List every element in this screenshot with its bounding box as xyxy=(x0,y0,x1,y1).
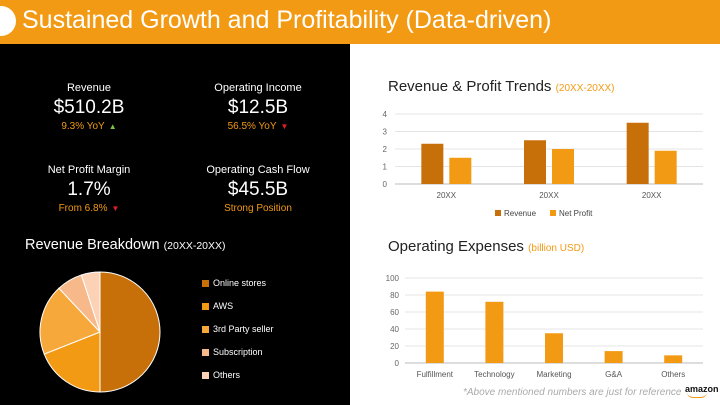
kpi-value: $510.2B xyxy=(53,97,125,118)
trends-title-text: Revenue & Profit Trends xyxy=(388,78,552,95)
y-tick-label: 100 xyxy=(386,274,400,283)
kpi-change: 9.3% YoY ▲ xyxy=(14,121,164,132)
kpi-change: Strong Position xyxy=(224,203,292,214)
operating-expenses-bar-chart: 0 20 40 60 80 100 Fulfillment Technology Marketi… xyxy=(386,274,703,379)
kpi-net-profit-margin: Net Profit Margin 1.7% From 6.8% ▼ xyxy=(14,164,164,214)
opex-subtitle: (billion USD) xyxy=(528,243,585,254)
kpi-label: Net Profit Margin xyxy=(47,164,131,176)
legend-label: AWS xyxy=(213,301,234,311)
kpi-operating-cash-flow: Operating Cash Flow $45.5B Strong Positi… xyxy=(183,164,333,214)
bar-expense xyxy=(545,333,563,363)
kpi-value: 1.7% xyxy=(67,179,111,200)
pie-slice xyxy=(80,271,101,333)
x-tick-label: 20XX xyxy=(642,191,662,200)
trend-down-icon: ▼ xyxy=(280,122,289,131)
y-tick-label: 0 xyxy=(383,180,388,189)
legend-label: Others xyxy=(213,370,241,380)
breakdown-subtitle: (20XX-20XX) xyxy=(163,240,226,252)
amazon-logo: amazon xyxy=(685,384,719,394)
y-tick-label: 20 xyxy=(390,342,399,351)
bar-expense xyxy=(425,291,444,363)
y-tick-label: 2 xyxy=(383,145,388,154)
legend-label: Subscription xyxy=(213,347,263,357)
kpi-label: Revenue xyxy=(66,82,112,94)
trends-subtitle: (20XX-20XX) xyxy=(555,83,615,94)
breakdown-title: Revenue Breakdown (20XX-20XX) xyxy=(25,237,226,253)
opex-title: Operating Expenses (billion USD) xyxy=(388,238,584,255)
kpi-change-text: 9.3% YoY xyxy=(61,121,105,132)
legend-swatch xyxy=(202,280,209,288)
legend-label: Revenue xyxy=(504,209,537,218)
kpi-label: Operating Income xyxy=(214,82,302,94)
opex-title-text: Operating Expenses xyxy=(388,238,524,255)
y-tick-label: 0 xyxy=(395,359,400,368)
page-title: Sustained Growth and Profitability (Data… xyxy=(22,6,552,34)
pie-legend-item: 3rd Party seller xyxy=(202,324,274,334)
x-tick-label: Others xyxy=(661,370,685,379)
left-panel: Revenue $510.2B 9.3% YoY ▲ Operating Inco… xyxy=(0,44,350,405)
y-tick-label: 80 xyxy=(390,291,399,300)
legend-label: Online stores xyxy=(213,278,267,288)
revenue-breakdown-pie-chart xyxy=(39,271,161,393)
breakdown-title-text: Revenue Breakdown xyxy=(25,237,160,253)
y-tick-label: 3 xyxy=(383,128,388,137)
kpi-revenue: Revenue $510.2B 9.3% YoY ▲ xyxy=(14,82,164,132)
legend-swatch xyxy=(202,326,209,334)
x-tick-label: Fulfillment xyxy=(417,370,454,379)
pie-slice xyxy=(43,331,101,393)
legend-swatch xyxy=(550,210,556,216)
bar-revenue xyxy=(626,122,649,184)
pie-legend-item: Others xyxy=(202,370,240,380)
y-tick-label: 4 xyxy=(383,110,388,119)
pie-legend-item: AWS xyxy=(202,301,233,311)
bar-revenue xyxy=(421,143,444,184)
footnote: *Above mentioned numbers are just for re… xyxy=(463,387,682,398)
legend-swatch xyxy=(202,372,209,380)
legend-label: 3rd Party seller xyxy=(213,324,274,334)
bar-revenue xyxy=(524,140,546,184)
x-tick-label: G&A xyxy=(605,370,623,379)
trend-down-icon: ▼ xyxy=(111,204,120,213)
right-panel: Revenue & Profit Trends (20XX-20XX) 0 1 2 3… xyxy=(350,44,720,405)
x-tick-label: Technology xyxy=(474,370,514,379)
kpi-change-text: From 6.8% xyxy=(58,203,108,214)
title-bar: Sustained Growth and Profitability (Data… xyxy=(0,0,720,44)
legend-swatch xyxy=(202,303,209,311)
amazon-smile-icon xyxy=(687,392,707,398)
bar-net-profit xyxy=(552,149,574,184)
y-tick-label: 40 xyxy=(390,325,399,334)
pie-legend-item: Subscription xyxy=(202,347,263,357)
y-tick-label: 60 xyxy=(390,308,399,317)
bar-net-profit xyxy=(449,157,472,184)
y-tick-label: 1 xyxy=(383,163,388,172)
pie-slice xyxy=(39,287,101,355)
kpi-change: From 6.8% ▼ xyxy=(14,203,164,214)
kpi-change-text: 56.5% YoY xyxy=(227,121,277,132)
legend-swatch xyxy=(202,349,209,357)
legend-label: Net Profit xyxy=(559,209,593,218)
trend-up-icon: ▲ xyxy=(108,122,117,131)
pie-legend-item: Online stores xyxy=(202,278,266,288)
bar-expense xyxy=(485,301,504,363)
bar-expense xyxy=(604,351,623,363)
x-tick-label: 20XX xyxy=(539,191,559,200)
x-tick-label: 20XX xyxy=(437,191,457,200)
bar-net-profit xyxy=(654,150,677,184)
kpi-change: 56.5% YoY ▼ xyxy=(183,121,333,132)
kpi-value: $45.5B xyxy=(227,179,289,200)
trends-title: Revenue & Profit Trends (20XX-20XX) xyxy=(388,78,615,95)
x-tick-label: Marketing xyxy=(536,370,571,379)
pie-slice xyxy=(99,271,161,393)
bar-expense xyxy=(664,355,683,363)
kpi-label: Operating Cash Flow xyxy=(206,164,310,176)
kpi-value: $12.5B xyxy=(227,97,289,118)
kpi-operating-income: Operating Income $12.5B 56.5% YoY ▼ xyxy=(183,82,333,132)
header-circle-icon xyxy=(0,6,16,36)
legend-swatch xyxy=(495,210,501,216)
